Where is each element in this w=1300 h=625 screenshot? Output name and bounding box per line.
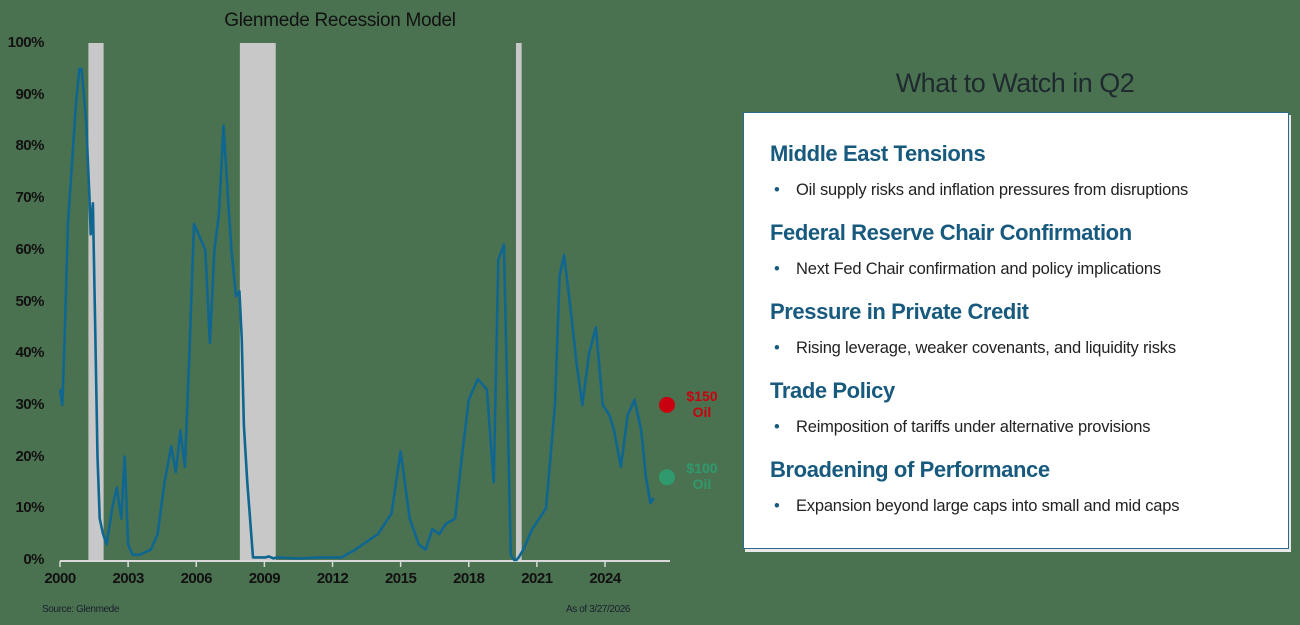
x-tick-label: 2003 <box>112 570 144 587</box>
item-heading-trade-policy: Trade Policy <box>770 378 895 403</box>
item-bullet-trade-policy: • Reimposition of tariffs under alternati… <box>774 418 1151 436</box>
high-oil-marker <box>659 396 675 413</box>
recession-shading <box>88 43 522 560</box>
chart-plot-area <box>58 43 675 567</box>
y-tick-label: 40% <box>15 344 44 362</box>
recession-probability-line <box>58 67 655 562</box>
item-heading-broadening: Broadening of Performance <box>770 457 1050 482</box>
item-heading-middle-east: Middle East Tensions <box>770 141 986 166</box>
y-tick-label: 70% <box>15 189 44 207</box>
recession-band <box>239 43 276 560</box>
y-tick-label: 50% <box>15 292 44 310</box>
y-tick-label: 60% <box>15 240 44 258</box>
oil-scenario-markers <box>659 396 675 486</box>
bullet-icon: • <box>774 497 780 515</box>
y-tick-label: 20% <box>15 447 44 465</box>
source-note: Source: Glenmede <box>42 604 119 615</box>
high-oil-label: $150 Oil <box>686 387 718 420</box>
watch-list-panel: Middle East Tensions • Oil supply risks a… <box>743 112 1289 549</box>
item-bullet-private-credit: • Rising leverage, weaker covenants, and … <box>774 339 1176 357</box>
low-oil-label: $100 Oil <box>686 460 718 493</box>
bullet-icon: • <box>774 418 780 436</box>
x-tick-label: 2018 <box>453 570 485 587</box>
item-bullet-middle-east: • Oil supply risks and inflation pressure… <box>774 181 1189 199</box>
y-tick-label: 30% <box>15 395 44 413</box>
bullet-icon: • <box>774 181 780 199</box>
item-heading-fed-chair: Federal Reserve Chair Confirmation <box>770 220 1132 245</box>
x-tick-label: 2015 <box>384 570 417 587</box>
x-tick-label: 2000 <box>44 570 76 587</box>
x-tick-label: 2012 <box>316 570 349 587</box>
panel-title: What to Watch in Q2 <box>895 68 1135 98</box>
y-tick-label: 100% <box>7 34 45 51</box>
bullet-icon: • <box>774 260 780 278</box>
y-tick-label: 80% <box>15 137 44 155</box>
recession-chart: Glenmede Recession Model 0% 10% 20% 30% 40% 5… <box>7 10 718 615</box>
y-tick-label: 0% <box>23 551 44 568</box>
as-of-date: As of 3/27/2026 <box>566 604 631 615</box>
x-tick-label: 2021 <box>521 570 553 587</box>
x-tick-label: 2024 <box>589 570 621 587</box>
low-oil-marker <box>659 469 675 486</box>
y-tick-label: 10% <box>15 499 44 517</box>
x-tick-label: 2006 <box>180 570 213 587</box>
item-bullet-fed-chair: • Next Fed Chair confirmation and policy … <box>774 260 1161 278</box>
y-tick-label: 90% <box>15 85 44 103</box>
item-bullet-broadening: • Expansion beyond large caps into small … <box>774 497 1180 515</box>
chart-title: Glenmede Recession Model <box>224 10 456 31</box>
bullet-icon: • <box>774 339 780 357</box>
recession-band <box>515 43 522 560</box>
x-tick-label: 2009 <box>248 570 281 587</box>
item-heading-private-credit: Pressure in Private Credit <box>770 299 1029 324</box>
x-axis-tick-marks <box>59 561 606 567</box>
